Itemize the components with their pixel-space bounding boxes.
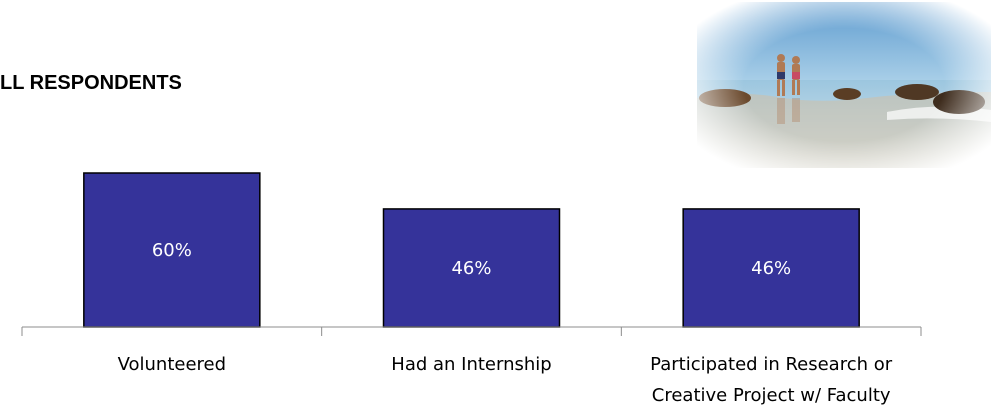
x-tick-label-3-line-2: Creative Project w/ Faculty <box>652 385 891 406</box>
bar-1 <box>83 172 261 328</box>
data-label-1: 60% <box>152 240 192 261</box>
x-tick-label-1: Volunteered <box>118 354 226 375</box>
beach-photo <box>697 2 991 168</box>
beach-photo-image <box>697 2 991 168</box>
x-tick-label-3-line-1: Participated in Research or <box>650 354 893 375</box>
chart-title: LL RESPONDENTS <box>0 72 182 94</box>
data-label-3: 46% <box>751 258 791 279</box>
bar-3 <box>682 208 860 328</box>
data-label-2: 46% <box>451 258 491 279</box>
x-tick-label-2: Had an Internship <box>391 354 551 375</box>
bar-2 <box>382 208 561 328</box>
